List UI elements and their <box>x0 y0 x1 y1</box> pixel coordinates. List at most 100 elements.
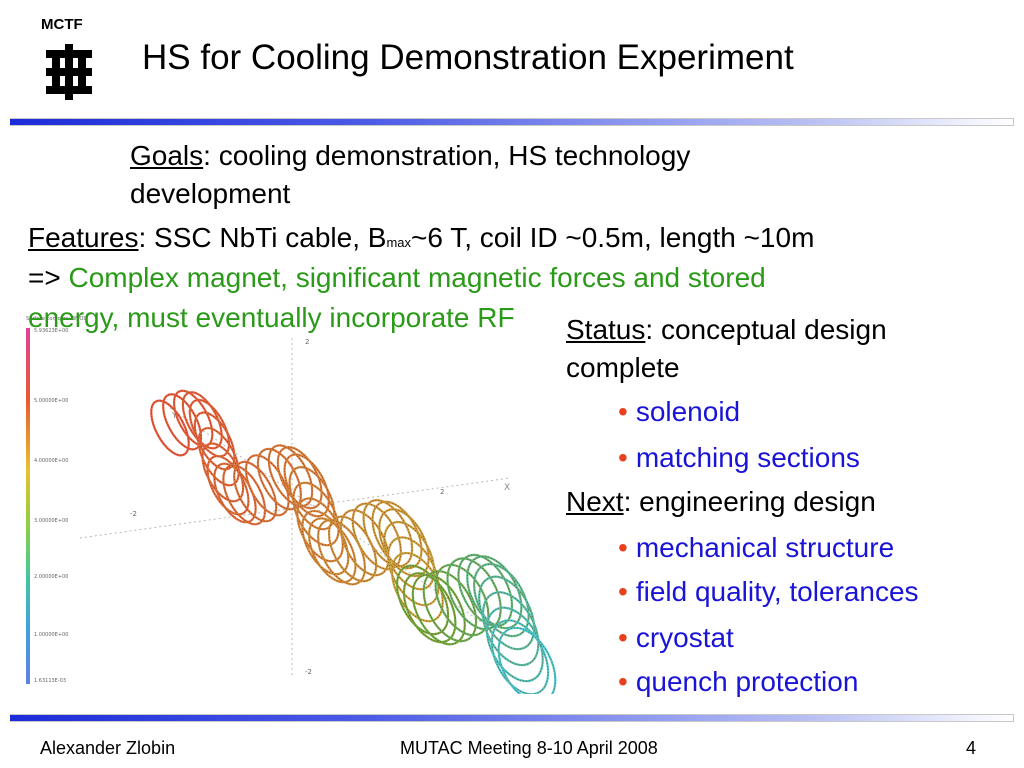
legend-value: 2.00000E+00 <box>34 574 68 580</box>
coil-ring-mesh <box>189 399 230 457</box>
z-axis-tick: 2 <box>305 338 309 346</box>
coil-ring <box>497 626 557 694</box>
x-axis-tick: -2 <box>130 510 137 518</box>
coil-ring-mesh <box>396 565 449 635</box>
coil-ring-mesh <box>384 521 435 590</box>
next-line: Next: engineering design <box>566 482 876 522</box>
coil-ring-mesh <box>162 394 202 450</box>
coil-ring-mesh <box>352 503 402 570</box>
page-number: 4 <box>966 738 977 758</box>
features-text-after: ~6 T, coil ID ~0.5m, length ~10m <box>411 222 815 253</box>
status-line-2: complete <box>566 352 680 383</box>
footer-divider <box>10 714 1014 722</box>
coil-ring-mesh <box>447 558 501 630</box>
bullet-icon: • <box>618 576 628 607</box>
coil-ring-mesh <box>277 446 322 509</box>
coil-ring-mesh <box>293 482 339 546</box>
coil-ring-mesh <box>223 465 266 525</box>
legend-value: 1.00000E+00 <box>34 632 68 638</box>
goals-line-2: development <box>130 178 291 209</box>
features-subscript: max <box>386 235 412 250</box>
fermilab-logo-icon <box>46 44 92 100</box>
coil-ring-mesh <box>473 563 529 637</box>
legend-labels: 5.93623E+00 5.00000E+00 4.00000E+00 3.00… <box>34 328 68 684</box>
coil-ring-mesh <box>308 518 356 583</box>
features-line-1: Features: SSC NbTi cable, Bmax~6 T, coil… <box>28 218 814 263</box>
figure-header-text: Surface contours: BMOD <box>26 316 87 322</box>
coil-ring-mesh <box>182 392 222 449</box>
coil-ring-mesh <box>317 519 366 585</box>
coil-ring-mesh <box>340 509 389 576</box>
list-item: • quench protection <box>618 662 858 702</box>
goals-label: Goals <box>130 140 204 171</box>
next-item-label: quench protection <box>635 666 859 697</box>
coil-ring-mesh <box>403 572 456 643</box>
bullet-icon: • <box>618 532 628 563</box>
coil-ring-mesh <box>284 454 330 517</box>
features-arrow: => <box>28 262 69 293</box>
features-green-2: energy, must eventually incorporate RF <box>28 302 515 333</box>
next-item-label: cryostat <box>635 622 734 653</box>
next-label: Next <box>566 486 624 517</box>
status-line-1: Status: conceptual design <box>566 310 887 350</box>
bullet-icon: • <box>618 396 628 427</box>
color-legend-bar <box>26 328 30 684</box>
coil-ring-mesh <box>387 537 439 606</box>
status-item-label: solenoid <box>635 396 741 427</box>
list-item: • field quality, tolerances <box>618 572 919 612</box>
list-item: • matching sections <box>618 438 860 478</box>
status-item-label: matching sections <box>635 442 860 473</box>
helical-solenoid-coil <box>150 389 557 694</box>
helical-solenoid-figure: Surface contours: BMOD 5.93623E+00 5.000… <box>26 316 557 694</box>
coil-ring-mesh <box>150 400 190 456</box>
bullet-icon: • <box>618 666 628 697</box>
coil-ring <box>201 442 245 503</box>
list-item: • solenoid <box>618 392 740 432</box>
legend-value: 1.63113E-03 <box>34 678 66 684</box>
coil-ring-mesh <box>412 574 466 645</box>
coil-ring-mesh <box>194 412 235 470</box>
next-text: : engineering design <box>623 486 876 517</box>
bullet-icon: • <box>618 622 628 653</box>
coil-ring-mesh <box>423 570 477 642</box>
coil-ring-mesh <box>207 455 249 515</box>
coil-ring-mesh <box>233 461 277 522</box>
coil-ring-mesh <box>486 607 544 682</box>
features-text-before: : SSC NbTi cable, B <box>138 222 387 253</box>
coil-ring-mesh <box>372 501 422 569</box>
status-label: Status <box>566 314 646 345</box>
coil-ring-mesh <box>289 466 335 530</box>
slide-title: HS for Cooling Demonstration Experiment <box>142 38 794 77</box>
x-axis-tick: 2 <box>440 488 444 496</box>
coil-ring-mesh <box>482 592 539 666</box>
coil-ring-mesh <box>257 448 302 510</box>
legend-value: 4.00000E+00 <box>34 458 68 464</box>
coil-ring-mesh <box>435 564 489 636</box>
coil-ring-mesh <box>491 620 549 694</box>
z-axis-tick: -2 <box>305 668 312 676</box>
next-item-label: mechanical structure <box>635 532 895 563</box>
bullet-icon: • <box>618 442 628 473</box>
legend-value: 3.00000E+00 <box>34 518 68 524</box>
features-green-1: Complex magnet, significant magnetic for… <box>68 262 766 293</box>
coil-ring <box>292 481 340 547</box>
coil-ring-mesh <box>198 427 239 486</box>
next-item-label: field quality, tolerances <box>635 576 919 607</box>
logo-text: MCTF <box>41 16 83 33</box>
coil-ring-mesh <box>466 556 522 629</box>
x-axis-label: X <box>504 483 510 493</box>
goals-line-1: Goals: cooling demonstration, HS technol… <box>130 136 690 176</box>
plot-axes <box>79 338 511 678</box>
features-line-2: => Complex magnet, significant magnetic … <box>28 258 766 298</box>
goals-text-1: : cooling demonstration, HS technology <box>203 140 691 171</box>
footer-author: Alexander Zlobin <box>40 738 176 758</box>
y-axis-label: Y <box>171 411 177 420</box>
list-item: • mechanical structure <box>618 528 894 568</box>
legend-value: 5.93623E+00 <box>34 328 68 334</box>
footer-meeting: MUTAC Meeting 8-10 April 2008 <box>400 738 658 758</box>
coil-ring-mesh <box>245 455 289 516</box>
status-text-1: : conceptual design <box>645 314 887 345</box>
legend-value: 5.00000E+00 <box>34 398 68 404</box>
features-label: Features <box>28 222 139 253</box>
title-divider <box>10 118 1014 126</box>
